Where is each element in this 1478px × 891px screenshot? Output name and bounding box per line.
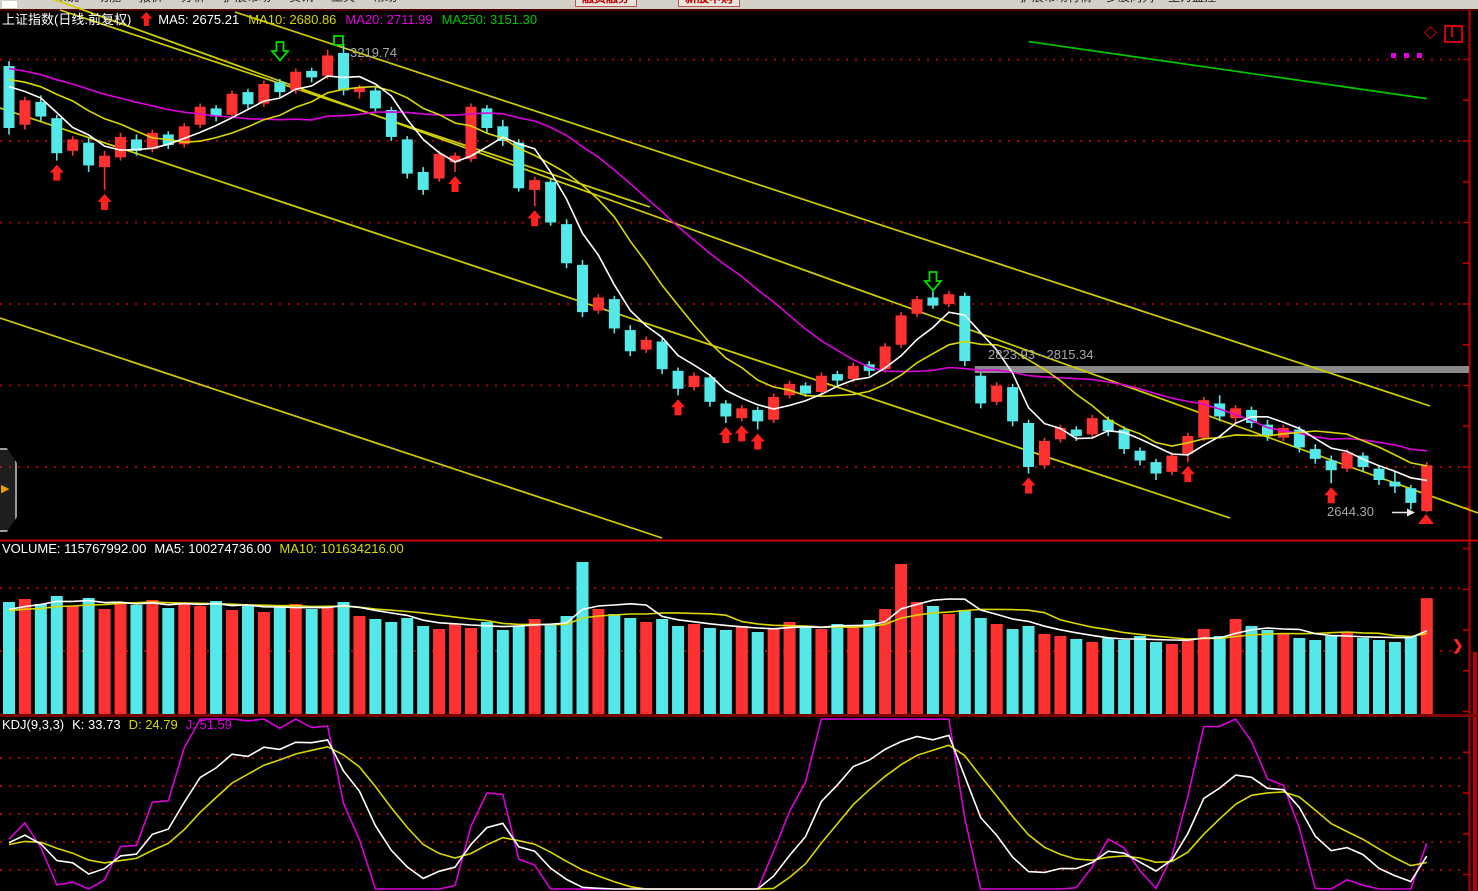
- toolbar-right-group: 扩展市场行情 多股同列 主力监控: [1020, 0, 1230, 5]
- menu-item-2[interactable]: 报价: [139, 0, 163, 4]
- expand-arrow-icon: ▶: [1, 483, 10, 495]
- toolbar-right-item-0[interactable]: 扩展市场行情: [1020, 0, 1092, 4]
- menu-item-5[interactable]: 资讯: [289, 0, 313, 4]
- menu-item-7[interactable]: 帮助: [373, 0, 397, 4]
- axis-panel-toggle-icon[interactable]: ❯: [1452, 637, 1464, 653]
- top-toolbar[interactable]: 系统 功能 报价 分析 扩展市场 资讯 工具 帮助 融资融券 新股申购 扩展市场行情 多股同列 主力…: [0, 0, 1478, 11]
- menu-item-0[interactable]: 系统: [55, 0, 79, 4]
- app-logo-icon: [2, 1, 17, 8]
- pane-corner-controls: ◇: [1386, 22, 1470, 62]
- menu-bar: 系统 功能 报价 分析 扩展市场 资讯 工具 帮助: [55, 0, 415, 5]
- menu-item-4[interactable]: 扩展市场: [223, 0, 271, 4]
- toolbar-right-item-1[interactable]: 多股同列: [1106, 0, 1154, 4]
- toolbar-red-button-1[interactable]: 新股申购: [678, 0, 741, 7]
- toolbar-right-item-2[interactable]: 主力监控: [1168, 0, 1216, 4]
- ellipsis-dots-icon[interactable]: [1391, 53, 1422, 58]
- toolbar-red-button-0[interactable]: 融资融券: [575, 0, 638, 7]
- split-window-icon[interactable]: [1444, 25, 1463, 43]
- left-panel-expander[interactable]: ▶: [0, 448, 17, 532]
- menu-item-3[interactable]: 分析: [181, 0, 205, 4]
- diamond-icon[interactable]: ◇: [1424, 22, 1438, 41]
- menu-item-6[interactable]: 工具: [331, 0, 355, 4]
- menu-item-1[interactable]: 功能: [97, 0, 121, 4]
